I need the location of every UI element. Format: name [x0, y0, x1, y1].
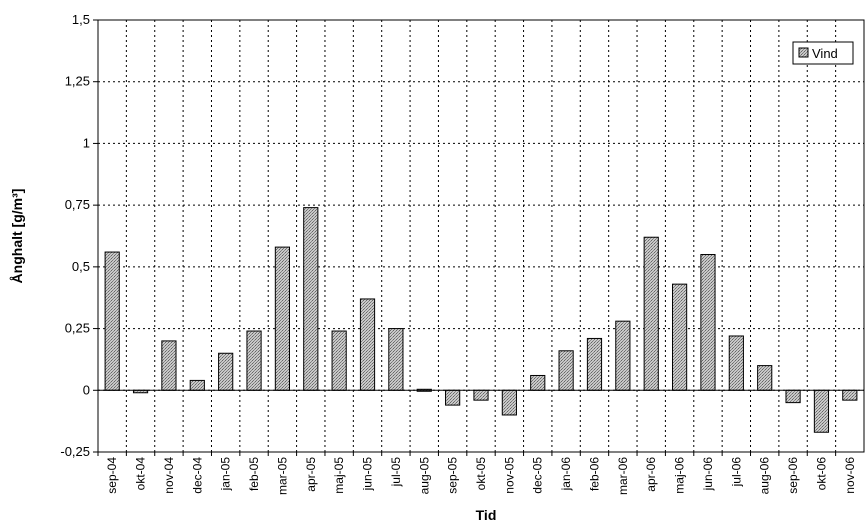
bar-okt-05 [473, 389, 489, 401]
y-tick-label: 0 [83, 382, 90, 397]
x-tick-label: dec-04 [190, 457, 204, 494]
bar-feb-06 [586, 337, 603, 391]
y-tick-label: 1,25 [65, 74, 90, 89]
x-tick-label: okt-04 [134, 457, 148, 491]
x-axis-ticks: sep-04 okt-04 nov-04 dec-04 jan-05 feb-05 mar-… [97, 452, 857, 495]
bar-nov-04 [161, 340, 177, 391]
x-tick-label: jan-06 [559, 457, 573, 492]
bar-sep-06 [785, 389, 801, 404]
x-tick-label: jun-06 [701, 457, 715, 492]
bar-jul-06 [728, 335, 744, 391]
legend: Vind [792, 41, 854, 65]
bar-dec-05 [530, 374, 546, 391]
x-tick-label: sep-06 [786, 457, 800, 494]
x-tick-label: sep-04 [105, 457, 119, 494]
bar-apr-06 [643, 236, 659, 391]
bar-jan-06 [558, 350, 574, 391]
bar-jun-06 [700, 254, 716, 391]
x-tick-label: mar-06 [616, 457, 630, 495]
x-tick-label: okt-06 [814, 457, 828, 491]
x-tick-label: sep-05 [446, 457, 460, 494]
y-tick-label: 0,25 [65, 321, 90, 336]
y-tick-label: 1,5 [72, 12, 90, 27]
bar-maj-05 [331, 330, 347, 391]
bar-nov-05 [501, 389, 517, 416]
legend-swatch [798, 47, 809, 58]
bar-maj-06 [672, 283, 688, 391]
y-axis-title: Ånghalt [g/m³] [9, 189, 25, 284]
x-tick-label: maj-06 [673, 457, 687, 494]
x-tick-label: mar-05 [275, 457, 289, 495]
x-tick-label: apr-06 [644, 457, 658, 492]
y-tick-label: 1 [83, 135, 90, 150]
x-tick-label: jan-05 [219, 457, 233, 492]
x-axis-title: Tid [476, 507, 497, 523]
x-tick-label: maj-05 [332, 457, 346, 494]
x-tick-label: dec-05 [531, 457, 545, 494]
bar-aug-06 [757, 365, 773, 391]
bar-nov-06 [842, 389, 858, 401]
x-tick-label: nov-05 [502, 457, 516, 494]
x-tick-label: jun-05 [361, 457, 375, 492]
x-tick-label: nov-06 [843, 457, 857, 494]
bar-feb-05 [246, 330, 262, 391]
legend-label: Vind [812, 46, 838, 61]
bar-sep-04 [104, 251, 120, 391]
bar-mar-05 [274, 246, 291, 391]
x-tick-label: aug-05 [417, 457, 431, 495]
x-tick-label: apr-05 [304, 457, 318, 492]
bar-sep-05 [445, 389, 461, 406]
gridlines [98, 20, 864, 452]
bar-jan-05 [218, 352, 234, 391]
bar-dec-04 [189, 379, 205, 391]
x-tick-label: okt-05 [474, 457, 488, 491]
bars [104, 207, 858, 433]
bar-jul-05 [388, 328, 404, 391]
bar-mar-06 [615, 320, 631, 391]
bar-jun-05 [359, 298, 376, 391]
y-axis-ticks: 1,5 1,25 1 0,75 0,5 0,25 0 -0,25 [60, 12, 98, 459]
x-tick-label: jul-06 [729, 457, 743, 488]
x-tick-label: aug-06 [758, 457, 772, 495]
bar-okt-06 [813, 389, 830, 433]
y-tick-label: 0,75 [65, 197, 90, 212]
y-tick-label: 0,5 [72, 259, 90, 274]
bar-apr-05 [303, 207, 319, 391]
x-tick-label: jul-05 [389, 457, 403, 488]
x-tick-label: feb-06 [587, 457, 601, 491]
plot-area [97, 19, 865, 453]
y-tick-label: -0,25 [60, 444, 90, 459]
x-tick-label: feb-05 [247, 457, 261, 491]
x-tick-label: nov-04 [162, 457, 176, 494]
